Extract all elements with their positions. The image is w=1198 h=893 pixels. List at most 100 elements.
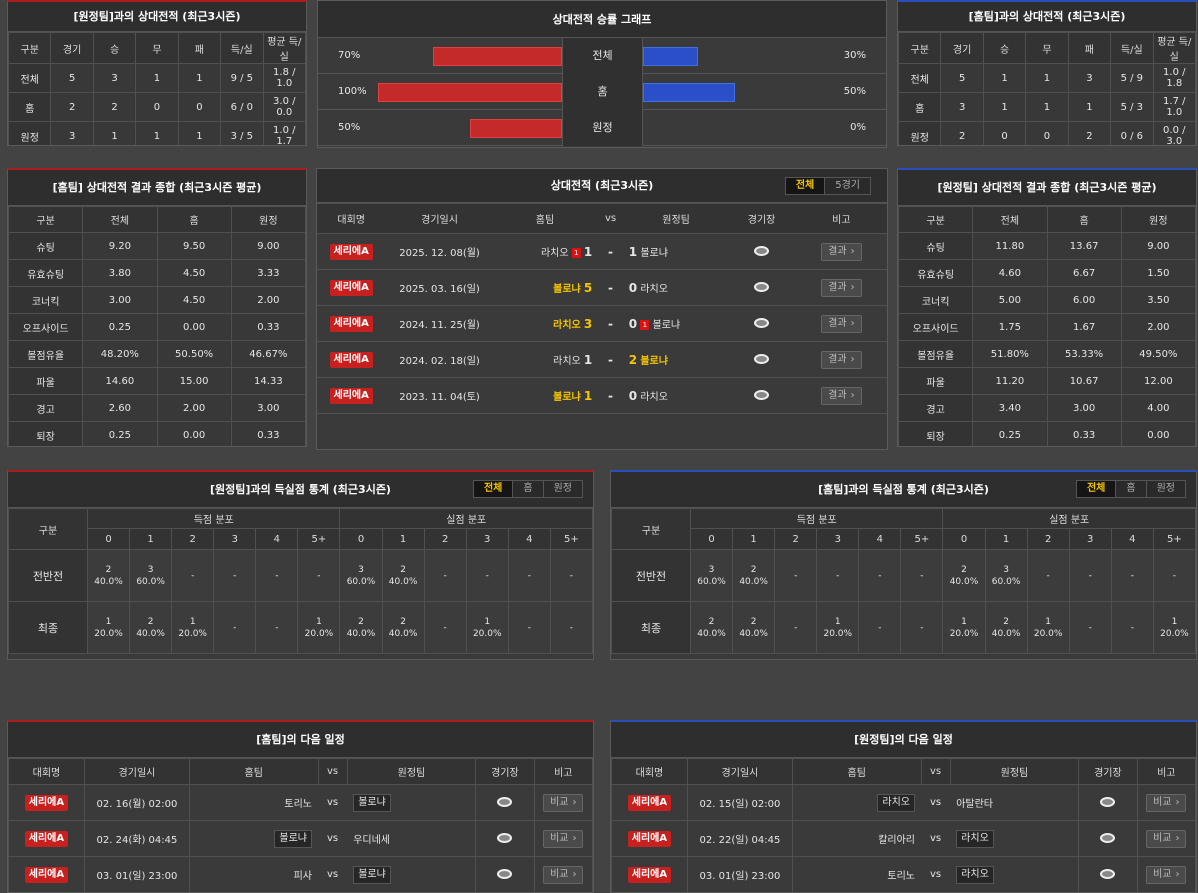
compare-button[interactable]: 비교 › — [1146, 865, 1187, 884]
away-team[interactable]: 아탈란타 — [956, 799, 993, 810]
stadium-icon[interactable] — [1100, 869, 1116, 879]
cell: 2 — [50, 92, 94, 122]
compare-button[interactable]: 비교 › — [543, 829, 584, 848]
home-team[interactable]: 볼로냐 — [274, 829, 312, 848]
toggle-1[interactable]: 홈 — [1116, 481, 1147, 497]
stadium-icon[interactable] — [754, 390, 770, 400]
league-badge[interactable]: 세리에A — [329, 387, 373, 404]
result-button[interactable]: 결과 › — [821, 278, 862, 297]
home-team[interactable]: 라치오 — [553, 320, 581, 331]
stadium-icon[interactable] — [754, 318, 770, 328]
away-team[interactable]: 볼로냐 — [353, 865, 391, 884]
stadium-icon[interactable] — [1100, 797, 1116, 807]
home-team[interactable]: 토리노 — [887, 871, 915, 882]
table-row: 슈팅 9.20 9.50 9.00 — [8, 232, 306, 260]
table-row: 코너킥 3.00 4.50 2.00 — [8, 286, 306, 314]
away-team[interactable]: 라치오 — [640, 392, 668, 403]
league-badge[interactable]: 세리에A — [627, 830, 672, 847]
result-button[interactable]: 결과 › — [821, 242, 862, 261]
home-team[interactable]: 라치오 — [540, 248, 569, 259]
cell: 3.0 / 0.0 — [262, 92, 306, 122]
toggle-1[interactable]: 홈 — [513, 481, 544, 497]
away-team[interactable]: 라치오 — [640, 284, 668, 295]
col-header: 무 — [1025, 32, 1069, 64]
league-badge[interactable]: 세리에A — [24, 830, 69, 847]
col-header: 경기장 — [475, 758, 535, 785]
compare-button[interactable]: 비교 › — [1146, 829, 1187, 848]
goal-cell: 1 20.0% — [1026, 601, 1070, 654]
toggle-2[interactable]: 원정 — [553, 483, 572, 494]
cell: 1 — [982, 63, 1027, 93]
goals-home-table: 구분 득점 분포 실점 분포 0 1 2 3 4 5+ 0 1 2 3 4 5+ 전반전 3 60.0% 2 40.0… — [611, 508, 1196, 654]
toggle-0[interactable]: 전체 — [785, 178, 826, 194]
away-team[interactable]: 라치오 — [956, 865, 994, 884]
goal-percent: 40.0% — [94, 576, 123, 587]
next-away-table: 대회명 경기일시 홈팀 vs 원정팀 경기장 비고 세리에A 02. 15(일) 02:00 라치… — [611, 758, 1196, 892]
league-badge[interactable]: 세리에A — [329, 315, 373, 332]
league-badge[interactable]: 세리에A — [24, 794, 69, 811]
cell: 9.00 — [230, 232, 306, 260]
league-badge[interactable]: 세리에A — [627, 794, 672, 811]
stadium-icon[interactable] — [754, 354, 770, 364]
away-team[interactable]: 볼로냐 — [640, 356, 668, 367]
home-team[interactable]: 볼로냐 — [553, 392, 581, 403]
cell: 1 — [92, 121, 137, 145]
home-team[interactable]: 볼로냐 — [553, 284, 581, 295]
compare-cell: 비교 › — [533, 784, 593, 821]
stadium-icon[interactable] — [754, 282, 770, 292]
stadium-icon[interactable] — [754, 246, 770, 256]
league-badge[interactable]: 세리에A — [329, 243, 373, 260]
home-team[interactable]: 라치오 — [553, 356, 581, 367]
stadium-icon[interactable] — [497, 797, 513, 807]
graph-row-label: 전체 — [562, 38, 643, 74]
goal-percent: 40.0% — [991, 628, 1021, 639]
home-team[interactable]: 칼리아리 — [878, 835, 915, 846]
stadium-icon[interactable] — [497, 869, 513, 879]
cell: 53.33% — [1046, 340, 1122, 368]
table-row: 파울 11.20 10.67 12.00 — [898, 367, 1196, 395]
stadium-cell — [727, 269, 796, 306]
goal-count: - — [1172, 570, 1177, 581]
away-team[interactable]: 볼로냐 — [652, 320, 681, 331]
cell: 9.00 — [1120, 232, 1196, 260]
home-team[interactable]: 라치오 — [877, 793, 915, 812]
result-cell: 결과 › — [795, 305, 887, 342]
goal-count: 3 — [358, 564, 364, 575]
toggle-0[interactable]: 전체 — [473, 481, 514, 497]
match-date: 03. 01(일) 23:00 — [83, 856, 191, 892]
result-button[interactable]: 결과 › — [821, 314, 862, 333]
away-team[interactable]: 볼로냐 — [640, 248, 668, 259]
cell: 9.20 — [82, 232, 158, 260]
goal-cell: - — [423, 601, 467, 654]
stadium-icon[interactable] — [1100, 833, 1116, 843]
away-team[interactable]: 볼로냐 — [353, 793, 391, 812]
away-team[interactable]: 라치오 — [956, 829, 994, 848]
home-score: 1 — [583, 245, 593, 259]
goal-percent: 20.0% — [949, 628, 979, 639]
goal-cell: - — [213, 601, 257, 654]
league-badge[interactable]: 세리에A — [329, 279, 373, 296]
home-team[interactable]: 피사 — [293, 871, 312, 882]
col-header: 경기 — [50, 32, 94, 64]
row-label: 전반전 — [8, 549, 88, 602]
home-team[interactable]: 토리노 — [284, 799, 312, 810]
toggle-1[interactable]: 5경기 — [835, 180, 860, 191]
league-badge[interactable]: 세리에A — [24, 866, 69, 883]
schedule-row: 세리에A 02. 15(일) 02:00 라치오 vs 아탈란타 비교 › — [611, 784, 1196, 821]
row-label: 유효슈팅 — [8, 259, 84, 287]
home-score: 1 — [583, 389, 593, 403]
away-team[interactable]: 우디네세 — [353, 835, 390, 846]
goal-col-header: 4 — [1110, 528, 1154, 550]
stadium-icon[interactable] — [497, 833, 513, 843]
result-button[interactable]: 결과 › — [821, 386, 862, 405]
compare-button[interactable]: 비교 › — [543, 865, 584, 884]
league-badge[interactable]: 세리에A — [329, 351, 373, 368]
compare-button[interactable]: 비교 › — [1146, 793, 1187, 812]
away-rate-bar — [643, 83, 735, 102]
league-badge[interactable]: 세리에A — [627, 866, 672, 883]
goal-cell: - — [549, 549, 593, 602]
result-button[interactable]: 결과 › — [821, 350, 862, 369]
compare-button[interactable]: 비교 › — [543, 793, 584, 812]
toggle-2[interactable]: 원정 — [1156, 483, 1175, 494]
toggle-0[interactable]: 전체 — [1076, 481, 1117, 497]
